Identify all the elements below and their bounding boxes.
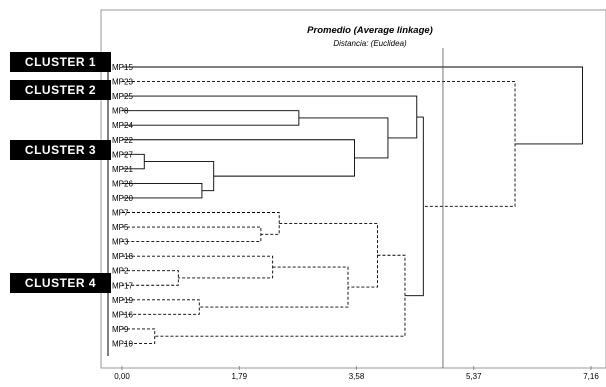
link-n6 — [298, 117, 389, 159]
cluster-4-label: CLUSTER 4 — [10, 273, 111, 293]
leaf-label-mp25: MP25 — [112, 92, 133, 101]
link-n17 — [404, 116, 424, 297]
plot-frame — [100, 9, 606, 369]
x-tick-label-4: 7,16 — [583, 372, 599, 381]
leaf-label-mp20: MP20 — [112, 194, 133, 203]
x-tick-label-0: 0,00 — [114, 372, 130, 381]
leaf-label-mp3: MP3 — [112, 238, 129, 247]
leaf-label-mp27: MP27 — [112, 150, 133, 159]
leaf-label-mp9: MP9 — [112, 325, 129, 334]
leaf-label-mp16: MP16 — [112, 310, 133, 319]
leaf-label-mp5: MP5 — [112, 223, 129, 232]
link-n12 — [122, 299, 200, 315]
leaf-label-mp15: MP15 — [112, 63, 133, 72]
leaf-label-mp19: MP19 — [112, 296, 133, 305]
link-n15 — [122, 328, 156, 344]
leaf-label-mp2: MP2 — [112, 267, 129, 276]
dendrogram-links — [122, 48, 583, 368]
x-tick-label-1: 1,79 — [231, 372, 247, 381]
cluster-3-label: CLUSTER 3 — [10, 140, 111, 160]
chart-title: Promedio (Average linkage) — [307, 25, 433, 36]
x-tick-label-3: 5,37 — [466, 372, 482, 381]
x-tick-label-2: 3,58 — [349, 372, 365, 381]
leaf-label-mp24: MP24 — [112, 121, 133, 130]
leaf-label-mp26: MP26 — [112, 179, 133, 188]
link-n11 — [122, 255, 274, 279]
leaf-label-mp18: MP18 — [112, 252, 133, 261]
leaf-label-mp10: MP10 — [112, 339, 133, 348]
leaf-label-mp22: MP22 — [112, 136, 133, 145]
link-n16 — [154, 254, 406, 337]
cluster-2-label: CLUSTER 2 — [10, 80, 111, 100]
cluster-1-label: CLUSTER 1 — [10, 52, 111, 72]
leaf-labels: MP15 MP23 MP25 MP8 MP24 MP22 MP27 MP21 MP26 MP20 M… — [112, 63, 133, 348]
leaf-label-mp21: MP21 — [112, 165, 133, 174]
leaf-label-mp7: MP7 — [112, 209, 129, 218]
x-axis-ticks: 0,00 1,79 3,58 5,37 7,16 — [114, 366, 599, 381]
leaf-label-mp8: MP8 — [112, 107, 129, 116]
link-n2 — [122, 182, 203, 199]
chart-subtitle: Distancia: (Euclidea) — [333, 39, 407, 48]
leaf-label-mp23: MP23 — [112, 78, 133, 87]
leaf-label-mp17: MP17 — [112, 281, 133, 290]
link-n19 — [122, 66, 583, 145]
